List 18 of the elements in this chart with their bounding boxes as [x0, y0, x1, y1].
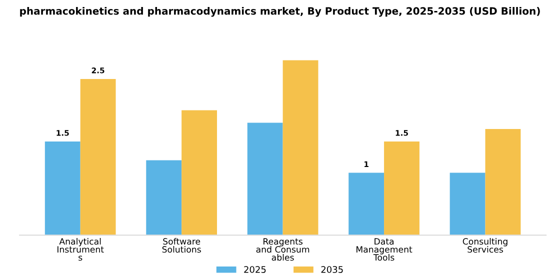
- bar: [384, 141, 420, 236]
- x-tick-label: Software Solutions: [162, 238, 201, 253]
- x-tick-label: Reagents and Consum ables: [256, 238, 310, 261]
- bar: [247, 122, 283, 236]
- bar: [282, 60, 318, 236]
- bar: [44, 141, 80, 236]
- x-tick-label: Consulting Services: [462, 238, 508, 253]
- chart-title: pharmacokinetics and pharmacodynamics market, By Product Type, 2025-2035 (USD Billion): [20, 7, 540, 17]
- bar: [450, 172, 486, 236]
- bar: [348, 172, 384, 236]
- bar: [182, 110, 217, 236]
- bar: [146, 160, 182, 236]
- x-tick-label: Analytical Instrument s: [57, 238, 104, 261]
- legend-label: 2025: [244, 266, 266, 273]
- bar: [485, 128, 521, 236]
- bar: [80, 78, 116, 236]
- x-tick-label: Data Management Tools: [356, 238, 412, 261]
- legend-label: 2035: [321, 266, 343, 273]
